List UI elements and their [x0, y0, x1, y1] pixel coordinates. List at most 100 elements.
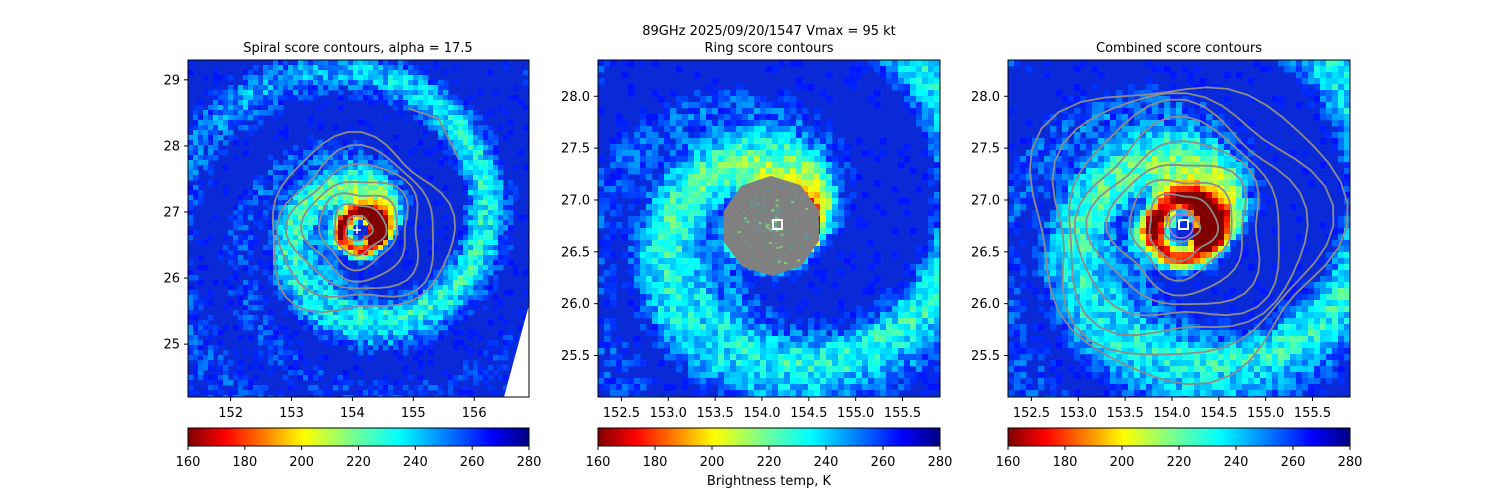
heat-cell: [268, 175, 274, 181]
heat-cell: [273, 240, 279, 246]
heat-cell: [413, 110, 419, 116]
heat-cell: [193, 190, 199, 196]
heat-cell: [820, 336, 827, 343]
heat-cell: [483, 180, 489, 186]
heat-cell: [483, 165, 489, 171]
ring-score-speck: [775, 242, 779, 245]
heat-cell: [712, 162, 719, 169]
heat-cell: [448, 375, 454, 381]
heat-cell: [814, 354, 821, 361]
heat-cell: [348, 210, 354, 216]
heat-cell: [736, 84, 743, 91]
heat-cell: [243, 240, 249, 246]
heat-cell: [308, 180, 314, 186]
heat-cell: [388, 80, 394, 86]
heat-cell: [928, 294, 935, 301]
heat-cell: [712, 246, 719, 253]
heat-cell: [766, 360, 773, 367]
heat-cell: [646, 312, 653, 319]
heat-cell: [258, 295, 264, 301]
heat-cell: [238, 260, 244, 266]
heat-cell: [646, 132, 653, 139]
ring-score-speck: [745, 239, 749, 242]
heat-cell: [493, 250, 499, 256]
heat-cell: [730, 168, 737, 175]
heat-cell: [353, 355, 359, 361]
heat-cell: [353, 205, 359, 211]
heat-cell: [838, 252, 845, 259]
heat-cell: [928, 228, 935, 235]
heat-cell: [676, 114, 683, 121]
heat-cell: [622, 186, 629, 193]
heat-cell: [273, 230, 279, 236]
heat-cell: [248, 115, 254, 121]
heat-cell: [423, 120, 429, 126]
heat-cell: [298, 285, 304, 291]
heat-cell: [328, 340, 334, 346]
heat-cell: [373, 210, 379, 216]
heat-cell: [323, 180, 329, 186]
heat-cell: [328, 165, 334, 171]
heat-cell: [814, 246, 821, 253]
heat-cell: [712, 228, 719, 235]
heat-cell: [353, 95, 359, 101]
heat-cell: [353, 140, 359, 146]
heat-cell: [820, 210, 827, 217]
heat-cell: [832, 156, 839, 163]
heat-cell: [188, 385, 194, 391]
heat-cell: [448, 310, 454, 316]
heat-cell: [468, 135, 474, 141]
heat-cell: [610, 180, 617, 187]
heat-cell: [688, 306, 695, 313]
heat-cell: [443, 105, 449, 111]
heat-cell: [712, 252, 719, 259]
heat-cell: [248, 90, 254, 96]
heat-cell: [483, 175, 489, 181]
heat-cell: [368, 210, 374, 216]
heat-cell: [193, 145, 199, 151]
heat-cell: [634, 306, 641, 313]
heat-cell: [358, 60, 364, 66]
heat-cell: [338, 240, 344, 246]
heat-cell: [278, 75, 284, 81]
ring-score-speck: [762, 203, 766, 206]
heat-cell: [658, 234, 665, 241]
heat-cell: [308, 155, 314, 161]
heat-cell: [448, 260, 454, 266]
heat-cell: [814, 150, 821, 157]
heat-cell: [700, 210, 707, 217]
heat-cell: [766, 306, 773, 313]
heat-cell: [298, 290, 304, 296]
heat-cell: [278, 70, 284, 76]
heat-cell: [904, 66, 911, 73]
heat-cell: [718, 102, 725, 109]
heat-cell: [844, 336, 851, 343]
heat-cell: [832, 216, 839, 223]
heat-cell: [313, 150, 319, 156]
heat-cell: [508, 290, 514, 296]
heat-cell: [338, 385, 344, 391]
heat-cell: [423, 70, 429, 76]
heat-cell: [658, 210, 665, 217]
heat-cell: [928, 264, 935, 271]
heat-cell: [458, 150, 464, 156]
heat-cell: [862, 222, 869, 229]
heat-cell: [388, 100, 394, 106]
heat-cell: [826, 354, 833, 361]
heat-cell: [373, 185, 379, 191]
heat-cell: [348, 230, 354, 236]
heat-cell: [646, 252, 653, 259]
heat-cell: [343, 65, 349, 71]
heat-cell: [910, 60, 917, 67]
heat-cell: [820, 138, 827, 145]
heat-cell: [368, 125, 374, 131]
heat-cell: [378, 230, 384, 236]
heat-cell: [676, 270, 683, 277]
heat-cell: [814, 168, 821, 175]
heat-cell: [688, 210, 695, 217]
heat-cell: [208, 355, 214, 361]
heat-cell: [463, 225, 469, 231]
heat-cell: [652, 300, 659, 307]
heat-cell: [243, 100, 249, 106]
